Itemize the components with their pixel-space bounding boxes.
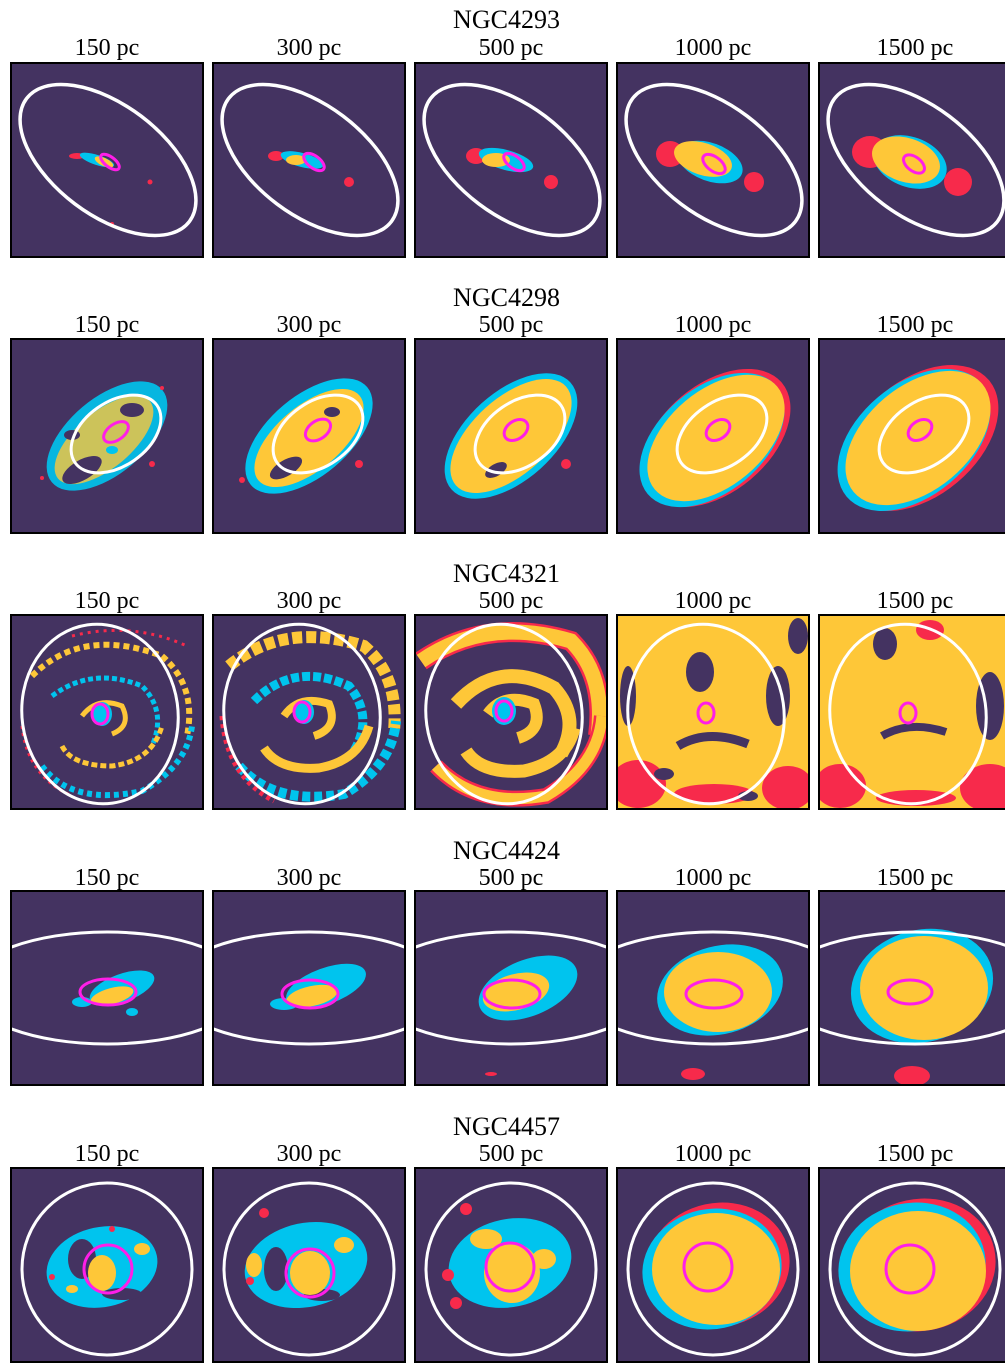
scale-label: 150 pc <box>74 865 140 891</box>
scale-label: 150 pc <box>74 35 140 61</box>
scale-label: 1000 pc <box>674 35 752 61</box>
scale-label: 500 pc <box>478 588 544 614</box>
scale-label: 300 pc <box>276 588 342 614</box>
panel-ngc4424-500pc <box>414 890 608 1086</box>
scale-label: 1500 pc <box>876 865 954 891</box>
panel-ngc4424-300pc <box>212 890 406 1086</box>
panel-ngc4298-1500pc <box>818 338 1005 534</box>
panel-ngc4424-1000pc <box>616 890 810 1086</box>
row-title-ngc4298: NGC4298 <box>453 283 560 312</box>
scale-label: 300 pc <box>276 1141 342 1167</box>
scale-label: 1500 pc <box>876 312 954 338</box>
panel-ngc4424-1500pc <box>818 890 1005 1086</box>
panel-ngc4457-150pc <box>10 1167 204 1363</box>
scale-label: 150 pc <box>74 588 140 614</box>
panel-ngc4321-1000pc <box>616 614 810 810</box>
panel-ngc4293-300pc <box>212 62 406 258</box>
row-title-ngc4321: NGC4321 <box>453 559 560 588</box>
scale-label: 500 pc <box>478 35 544 61</box>
scale-label: 500 pc <box>478 1141 544 1167</box>
panel-ngc4298-150pc <box>10 338 204 534</box>
scale-label: 300 pc <box>276 865 342 891</box>
scale-label: 150 pc <box>74 312 140 338</box>
panel-ngc4457-1500pc <box>818 1167 1005 1363</box>
panel-ngc4298-1000pc <box>616 338 810 534</box>
panel-ngc4457-300pc <box>212 1167 406 1363</box>
panel-ngc4293-1500pc <box>818 62 1005 258</box>
panel-ngc4321-1500pc <box>818 614 1005 810</box>
panel-ngc4321-500pc <box>414 614 608 810</box>
scale-label: 1000 pc <box>674 1141 752 1167</box>
scale-label: 1000 pc <box>674 312 752 338</box>
row-title-ngc4293: NGC4293 <box>453 5 560 34</box>
scale-label: 1500 pc <box>876 588 954 614</box>
panel-ngc4321-150pc <box>10 614 204 810</box>
scale-label: 300 pc <box>276 312 342 338</box>
panel-ngc4457-500pc <box>414 1167 608 1363</box>
panel-ngc4293-150pc <box>10 62 204 258</box>
panel-ngc4298-300pc <box>212 338 406 534</box>
panel-ngc4293-1000pc <box>616 62 810 258</box>
scale-label: 1500 pc <box>876 1141 954 1167</box>
row-title-ngc4424: NGC4424 <box>453 836 560 865</box>
panel-ngc4298-500pc <box>414 338 608 534</box>
scale-label: 500 pc <box>478 865 544 891</box>
panel-ngc4424-150pc <box>10 890 204 1086</box>
panel-ngc4321-300pc <box>212 614 406 810</box>
scale-label: 1000 pc <box>674 865 752 891</box>
scale-label: 150 pc <box>74 1141 140 1167</box>
scale-label: 300 pc <box>276 35 342 61</box>
scale-label: 500 pc <box>478 312 544 338</box>
scale-label: 1000 pc <box>674 588 752 614</box>
panel-ngc4293-500pc <box>414 62 608 258</box>
panel-ngc4457-1000pc <box>616 1167 810 1363</box>
row-title-ngc4457: NGC4457 <box>453 1112 560 1141</box>
scale-label: 1500 pc <box>876 35 954 61</box>
